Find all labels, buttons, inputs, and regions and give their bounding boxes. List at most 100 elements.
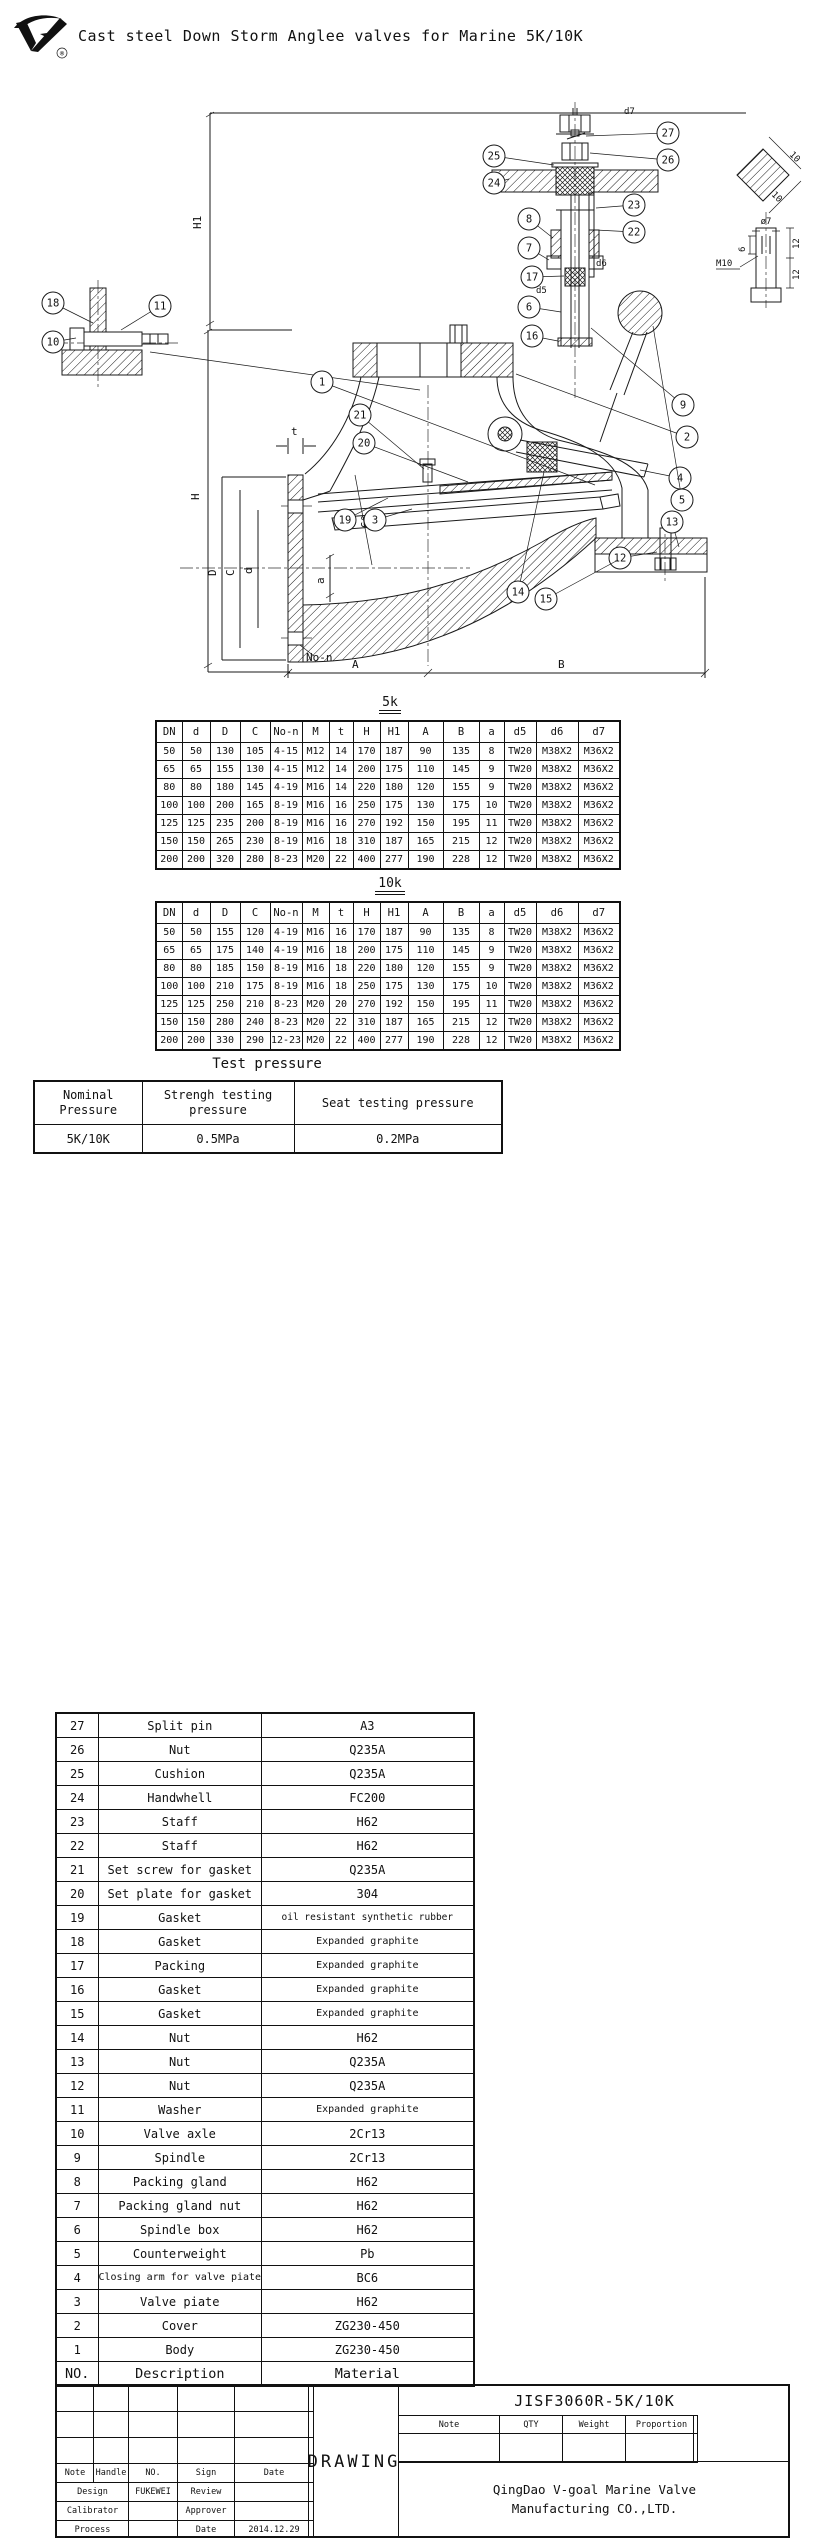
callout-number: 14 xyxy=(512,587,525,599)
callout-balloon: 16 xyxy=(520,324,559,348)
cell: 50 xyxy=(155,742,183,761)
cell: Spindle box xyxy=(97,2217,263,2242)
cell: Pb xyxy=(261,2241,475,2266)
cell: Gasket xyxy=(97,1905,263,1930)
cell: 240 xyxy=(239,1013,271,1032)
callout-balloon: 13 xyxy=(660,510,684,548)
dim-a: a xyxy=(314,577,327,584)
parts-list-row: 25 Cushion Q235A xyxy=(55,1761,475,1786)
cell: 12 xyxy=(478,832,505,851)
dim-B: B xyxy=(558,658,565,671)
cell: M16 xyxy=(301,959,330,978)
test-pressure-table: Nominal Pressure Strengh testing pressure S… xyxy=(33,1080,503,1154)
cell: H62 xyxy=(261,2217,475,2242)
cell: 400 xyxy=(352,1031,381,1051)
cell: 400 xyxy=(352,850,381,870)
cell: 220 xyxy=(352,778,381,797)
cell: M38X2 xyxy=(535,923,579,942)
cell: a xyxy=(478,720,505,743)
cell: 277 xyxy=(379,1031,409,1051)
cell: Note xyxy=(56,2463,94,2483)
cell: No-n xyxy=(269,901,303,924)
cell: M16 xyxy=(301,977,330,996)
cell: 180 xyxy=(379,959,409,978)
cell: 175 xyxy=(442,977,480,996)
cell: 265 xyxy=(209,832,241,851)
table-row: 150 150 280 240 8-23 M20 22 310 187 165 215 12 TW20 M… xyxy=(155,1013,621,1032)
cell: H62 xyxy=(261,1833,475,1858)
handwheel-assembly xyxy=(491,108,659,348)
cell: Packing xyxy=(97,1953,263,1978)
revision-row xyxy=(56,2437,314,2464)
cell: M36X2 xyxy=(577,923,621,942)
callout-balloon: 23 xyxy=(595,193,646,217)
cell xyxy=(562,2433,626,2463)
cell: 20 xyxy=(328,995,354,1014)
cell: 50 xyxy=(181,923,211,942)
parts-list-row: 24 Handwhell FC200 xyxy=(55,1785,475,1810)
cell: 150 xyxy=(239,959,271,978)
cell: M36X2 xyxy=(577,760,621,779)
cell: M38X2 xyxy=(535,995,579,1014)
cell: 120 xyxy=(407,959,444,978)
cell: 2Cr13 xyxy=(261,2145,475,2170)
parts-list-row: 11 Washer Expanded graphite xyxy=(55,2097,475,2122)
cell: M16 xyxy=(301,796,330,815)
cell: 4-15 xyxy=(269,742,303,761)
parts-list-row: 3 Valve piate H62 xyxy=(55,2289,475,2314)
cell: TW20 xyxy=(503,760,537,779)
parts-list-row: 27 Split pin A3 xyxy=(55,1712,475,1738)
cell xyxy=(128,2411,178,2438)
cell: 215 xyxy=(442,832,480,851)
cell: 210 xyxy=(239,995,271,1014)
cell: TW20 xyxy=(503,977,537,996)
callout-number: 1 xyxy=(319,377,325,389)
cell: 195 xyxy=(442,995,480,1014)
valve-axle-detail xyxy=(55,280,421,391)
cell: 65 xyxy=(155,760,183,779)
cell: 65 xyxy=(155,941,183,960)
cell: Q235A xyxy=(261,1737,475,1762)
callout-balloon: 7 xyxy=(517,236,550,261)
drawing-number: JISF3060R-5K/10K xyxy=(514,2392,675,2410)
company-line2: Manufacturing CO.,LTD. xyxy=(511,2501,678,2516)
parts-list-row: 9 Spindle 2Cr13 xyxy=(55,2145,475,2170)
cell: M12 xyxy=(301,742,330,761)
cell: Gasket xyxy=(97,1977,263,2002)
callout-balloon: 6 xyxy=(517,295,562,319)
cell xyxy=(398,2433,500,2463)
cell: M12 xyxy=(301,760,330,779)
cell xyxy=(128,2385,178,2412)
cell: 190 xyxy=(407,850,444,870)
cell: 228 xyxy=(442,850,480,870)
cell: Packing gland nut xyxy=(97,2193,263,2218)
cell: 175 xyxy=(379,977,409,996)
cell: ZG230-450 xyxy=(261,2337,475,2362)
cell: 120 xyxy=(407,778,444,797)
cell: QTY xyxy=(499,2415,563,2434)
cell: 11 xyxy=(55,2097,99,2122)
cell: M36X2 xyxy=(577,977,621,996)
cell: 165 xyxy=(239,796,271,815)
cell: 8 xyxy=(478,742,505,761)
callout-number: 25 xyxy=(488,151,501,163)
cell: 8 xyxy=(55,2169,99,2194)
cell: 150 xyxy=(181,832,211,851)
cell: 150 xyxy=(407,995,444,1014)
dim-d7: d7 xyxy=(624,107,635,117)
cell: 3 xyxy=(55,2289,99,2314)
cell: 175 xyxy=(379,796,409,815)
cell: 135 xyxy=(442,923,480,942)
detail-dim-10a: 10 xyxy=(787,150,802,165)
cell: TW20 xyxy=(503,941,537,960)
cell xyxy=(234,2411,314,2438)
page-title: Cast steel Down Storm Anglee valves for … xyxy=(78,27,584,45)
cell: 155 xyxy=(442,778,480,797)
cell: 4-19 xyxy=(269,923,303,942)
table-row: 80 80 180 145 4-19 M16 14 220 180 120 155 9 TW20 M38X… xyxy=(155,778,621,797)
dim-d: d xyxy=(242,567,255,574)
cell xyxy=(177,2385,235,2412)
cell: A3 xyxy=(261,1712,475,1738)
